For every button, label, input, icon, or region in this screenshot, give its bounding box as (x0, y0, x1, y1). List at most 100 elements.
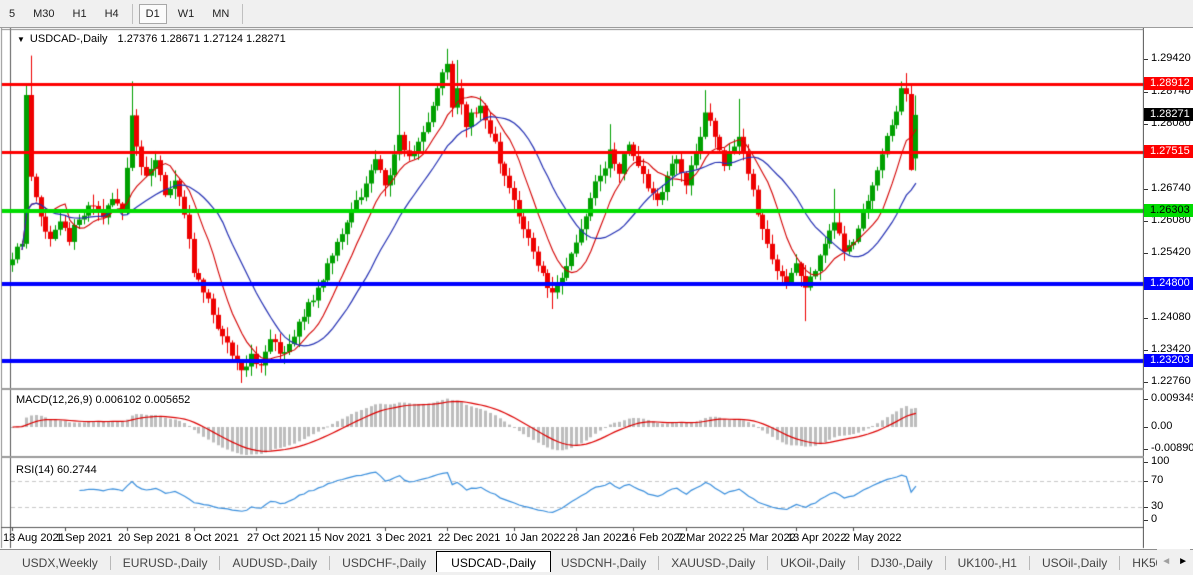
chart-tab-usdx-weekly[interactable]: USDX,Weekly (22, 555, 98, 570)
price-chart-canvas[interactable] (0, 28, 1144, 549)
axis-tick-mark (1144, 59, 1148, 60)
timeframe-m5-button[interactable]: 5 (9, 7, 16, 20)
tab-separator (1028, 555, 1030, 570)
price-axis[interactable]: 1.294201.287401.280801.274201.267401.260… (1144, 28, 1193, 549)
tab-separator (767, 555, 769, 570)
axis-tick-mark (1144, 462, 1148, 463)
axis-tick-mark (1144, 481, 1148, 482)
axis-tick-mark (1144, 520, 1148, 521)
date-axis-label: 8 Oct 2021 (185, 532, 239, 544)
tab-scroll-controls: ◄ ► (1157, 549, 1190, 574)
tab-separator (109, 555, 111, 570)
macd-axis-label: 0.00 (1151, 420, 1173, 432)
axis-tick-mark (1144, 507, 1148, 508)
tab-scroll-left-icon[interactable]: ◄ (1161, 556, 1172, 567)
axis-tick-mark (1144, 449, 1148, 450)
chart-tab-usoil-daily[interactable]: USOil-,Daily (1041, 555, 1108, 570)
date-axis-label: 13 Apr 2022 (787, 532, 847, 544)
timeframe-toolbar: 5 M30 H1 H4 D1 W1 MN (0, 0, 1193, 28)
date-axis-label: 16 Feb 2022 (624, 532, 686, 544)
timeframe-d1-button[interactable]: D1 (138, 3, 167, 24)
chart-tab-xauusd-daily[interactable]: XAUUSD-,Daily (671, 555, 756, 570)
date-axis-label: 27 Oct 2021 (247, 532, 307, 544)
chart-title: ▼ USDCAD-,Daily 1.27376 1.28671 1.27124 1.… (17, 33, 286, 45)
tab-separator (944, 555, 946, 570)
axis-tick-mark (1144, 253, 1148, 254)
chart-window: ▼ USDCAD-,Daily 1.27376 1.28671 1.27124 1.… (0, 28, 1193, 549)
timeframe-mn-button[interactable]: MN (212, 7, 230, 20)
timeframe-h4-button[interactable]: H4 (104, 7, 119, 20)
axis-tick-mark (1144, 221, 1148, 222)
level-price-badge: 1.24800 (1144, 277, 1193, 290)
date-axis-label: 10 Jan 2022 (505, 532, 566, 544)
axis-tick-mark (1144, 427, 1148, 428)
axis-tick-mark (1144, 382, 1148, 383)
rsi-axis-label: 100 (1151, 455, 1170, 467)
chart-tab-eurusd-daily[interactable]: EURUSD-,Daily (122, 555, 208, 570)
axis-tick-mark (1144, 318, 1148, 319)
timeframe-h1-button[interactable]: H1 (72, 7, 87, 20)
axis-tick-mark (1144, 399, 1148, 400)
axis-tick-mark (1144, 350, 1148, 351)
date-axis-label: 3 Dec 2021 (376, 532, 433, 544)
date-axis-label: 28 Jan 2022 (567, 532, 628, 544)
chart-tab-uk100-h1[interactable]: UK100-,H1 (957, 555, 1017, 570)
axis-tick-mark (1144, 124, 1148, 125)
date-axis-label: 7 Mar 2022 (677, 532, 733, 544)
macd-indicator-name: MACD(12,26,9) (16, 394, 93, 406)
rsi-indicator-value: 60.2744 (56, 464, 97, 476)
level-price-badge: 1.23203 (1144, 354, 1193, 367)
level-price-badge: 1.27515 (1144, 145, 1193, 158)
chart-tab-usdcnh-daily[interactable]: USDCNH-,Daily (560, 555, 647, 570)
macd-axis-label: 0.009345 (1151, 392, 1193, 404)
date-axis-label: 20 Sep 2021 (118, 532, 181, 544)
toolbar-separator (131, 3, 133, 24)
chart-ohlc-values: 1.27376 1.28671 1.27124 1.28271 (117, 33, 286, 45)
tab-separator (219, 555, 221, 570)
level-price-badge: 1.28912 (1144, 77, 1193, 90)
macd-panel-label: MACD(12,26,9) 0.006102 0.005652 (16, 394, 190, 406)
rsi-indicator-name: RSI(14) (16, 464, 54, 476)
tab-separator (1119, 555, 1121, 570)
date-axis-label: 25 Mar 2022 (734, 532, 796, 544)
time-axis[interactable]: 13 Aug 2021 1 Sep 2021 20 Sep 2021 8 Oct 20… (0, 528, 1144, 549)
chart-symbol-label: USDCAD-,Daily (29, 33, 108, 45)
price-axis-label: 1.22760 (1151, 375, 1191, 387)
chart-tab-ukoil-daily[interactable]: UKOil-,Daily (780, 555, 846, 570)
date-axis-label: 1 Sep 2021 (56, 532, 113, 544)
chart-tab-bar: USDX,Weekly EURUSD-,Daily AUDUSD-,Daily USD… (0, 549, 1193, 575)
tab-separator (658, 555, 660, 570)
chart-tab-dj30-daily[interactable]: DJ30-,Daily (870, 555, 933, 570)
rsi-axis-label: 70 (1151, 474, 1164, 486)
date-axis-label: 15 Nov 2021 (309, 532, 372, 544)
tab-separator (857, 555, 859, 570)
current-price-badge: 1.28271 (1144, 108, 1193, 121)
rsi-axis-label: 0 (1151, 513, 1158, 525)
toolbar-separator (242, 3, 244, 24)
price-axis-label: 1.24080 (1151, 311, 1191, 323)
axis-tick-mark (1144, 189, 1148, 190)
price-axis-label: 1.29420 (1151, 52, 1191, 64)
date-axis-label: 13 Aug 2021 (3, 532, 65, 544)
macd-axis-label: -0.008902 (1151, 442, 1193, 454)
timeframe-w1-button[interactable]: W1 (177, 7, 195, 20)
macd-indicator-values: 0.006102 0.005652 (95, 394, 191, 406)
level-price-badge: 1.26303 (1144, 204, 1193, 217)
chart-tab-usdchf-daily[interactable]: USDCHF-,Daily (342, 555, 427, 570)
price-axis-label: 1.26740 (1151, 182, 1191, 194)
price-axis-label: 1.23420 (1151, 343, 1191, 355)
date-axis-label: 2 May 2022 (844, 532, 902, 544)
price-axis-label: 1.26080 (1151, 214, 1191, 226)
axis-tick-mark (1144, 92, 1148, 93)
tab-separator (329, 555, 331, 570)
collapse-triangle-icon[interactable]: ▼ (17, 35, 25, 44)
price-axis-label: 1.25420 (1151, 246, 1191, 258)
chart-tab-audusd-daily[interactable]: AUDUSD-,Daily (232, 555, 318, 570)
rsi-axis-label: 30 (1151, 500, 1164, 512)
tab-scroll-right-icon[interactable]: ► (1178, 556, 1188, 567)
date-axis-label: 22 Dec 2021 (438, 532, 501, 544)
timeframe-m30-button[interactable]: M30 (33, 7, 55, 20)
chart-tab-usdcad-daily[interactable]: USDCAD-,Daily (436, 551, 551, 572)
rsi-panel-label: RSI(14) 60.2744 (16, 464, 97, 476)
